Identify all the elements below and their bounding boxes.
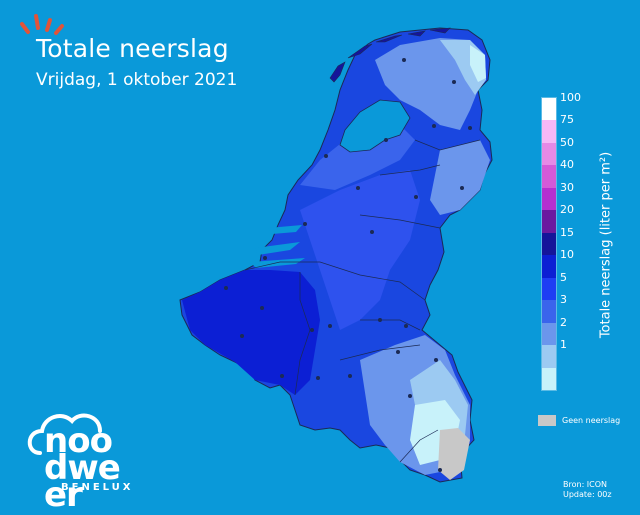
- legend-tick-label: 1: [560, 338, 567, 352]
- legend-tick-label: 5: [560, 270, 567, 284]
- heavy-rain-west: [182, 270, 320, 395]
- legend-title: Totale neerslag (liter per m²): [598, 151, 614, 339]
- north-east-light: [375, 38, 482, 130]
- city-markers: [224, 58, 472, 472]
- legend-segment: [542, 142, 556, 166]
- logo-brand-text: noodweer: [44, 421, 121, 515]
- no-rain-area: [438, 428, 470, 480]
- east-light: [430, 140, 490, 215]
- wadden-islands: [329, 27, 451, 83]
- band-central: [300, 170, 420, 330]
- legend-segment: [542, 165, 556, 189]
- legend-tick-label: 15: [560, 225, 574, 239]
- legend-segment: [542, 98, 556, 121]
- legend-color-bar: [541, 97, 557, 391]
- legend-segment: [542, 300, 556, 324]
- source-info: Bron: ICON Update: 00z: [563, 480, 612, 500]
- legend-segment: [542, 210, 556, 234]
- legend-segment: [542, 277, 556, 301]
- ijsselmeer-water: [339, 99, 411, 153]
- legend-tick-label: 75: [560, 113, 574, 127]
- legend-tick-label: 30: [560, 180, 574, 194]
- north-east-lightest: [470, 45, 486, 82]
- no-rain-swatch: [538, 415, 556, 426]
- source-update: Update: 00z: [563, 490, 612, 499]
- legend-tick-label: 3: [560, 293, 567, 307]
- zeeland-estuaries: [250, 225, 305, 268]
- source-model: Bron: ICON: [563, 480, 608, 489]
- cloud-logo-icon: [27, 413, 102, 455]
- legend-segment: [542, 345, 556, 369]
- legend-tick-label: 2: [560, 315, 567, 329]
- legend-segment: [542, 120, 556, 144]
- legend-tick-label: 100: [560, 91, 581, 104]
- no-rain-label: Geen neerslag: [562, 416, 621, 425]
- legend-tick-label: 10: [560, 248, 574, 262]
- logo-brand: noodweer: [44, 421, 134, 515]
- legend-tick-label: 50: [560, 135, 574, 149]
- sun-logo-icon: [20, 14, 64, 35]
- legend-segment: [542, 367, 556, 391]
- legend-segment: [542, 187, 556, 211]
- legend-tick-label: 20: [560, 203, 574, 217]
- map-title: Totale neerslag: [36, 34, 229, 63]
- legend-tick-label: 40: [560, 158, 574, 172]
- legend-segment: [542, 322, 556, 346]
- map-date: Vrijdag, 1 oktober 2021: [36, 70, 238, 90]
- legend-segment: [542, 232, 556, 256]
- logo-sub: BENELUX: [61, 482, 134, 493]
- legend-segment: [542, 255, 556, 279]
